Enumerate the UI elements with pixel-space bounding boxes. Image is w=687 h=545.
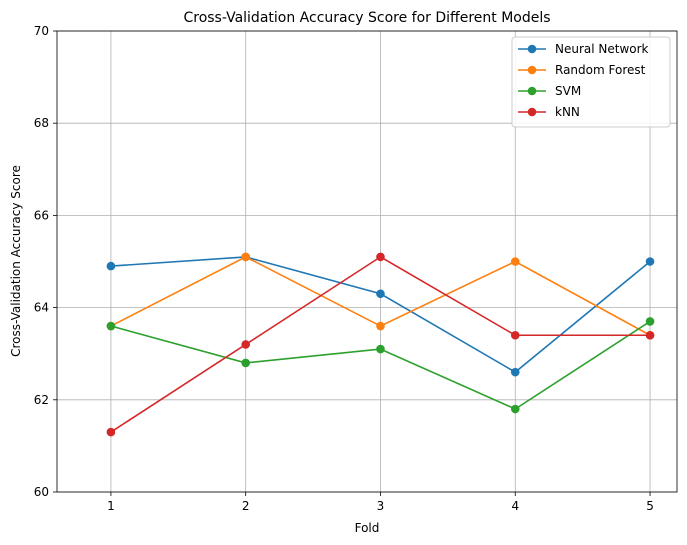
legend-item-neural-network: Neural Network <box>518 42 649 56</box>
y-axis-label: Cross-Validation Accuracy Score <box>9 165 23 357</box>
data-point-svm <box>376 344 385 354</box>
legend: Neural Network Random Forest SVM kNN <box>511 36 671 128</box>
y-tick-label: 68 <box>34 116 49 130</box>
legend-label: kNN <box>555 105 580 119</box>
legend-swatch-marker <box>527 65 537 75</box>
x-tick-label: 2 <box>242 499 250 513</box>
data-point-svm <box>106 321 116 331</box>
data-point-neural-network <box>510 367 520 377</box>
plot-frame <box>56 30 678 493</box>
data-point-knn <box>510 330 520 340</box>
series-layer <box>106 252 655 437</box>
y-tick-label: 60 <box>34 485 49 499</box>
data-point-svm <box>645 317 655 326</box>
y-tick-label: 66 <box>34 208 49 222</box>
data-point-random-forest <box>241 252 250 262</box>
data-point-neural-network <box>645 257 655 266</box>
data-point-knn <box>645 330 655 340</box>
y-tick-label: 64 <box>34 301 49 315</box>
x-tick-label: 3 <box>377 499 385 513</box>
chart-title: Cross-Validation Accuracy Score for Diff… <box>183 10 550 26</box>
x-axis-label: Fold <box>355 521 380 535</box>
series-svm <box>106 317 655 414</box>
data-point-neural-network <box>376 289 385 299</box>
y-axis-ticks: 60 62 64 66 68 70 <box>34 24 57 499</box>
data-point-knn <box>241 340 250 349</box>
legend-swatch-marker <box>527 86 537 96</box>
legend-label: Neural Network <box>555 42 649 56</box>
legend-box <box>511 36 671 128</box>
legend-swatch-marker <box>527 107 537 117</box>
x-tick-label: 4 <box>511 499 519 513</box>
data-point-random-forest <box>510 257 520 266</box>
data-point-svm <box>510 404 520 414</box>
data-point-random-forest <box>376 321 385 331</box>
legend-swatch-marker <box>527 44 537 54</box>
data-point-knn <box>376 252 385 262</box>
y-tick-label: 70 <box>34 24 49 38</box>
x-axis-ticks: 1 2 3 4 5 <box>107 492 654 513</box>
legend-label: SVM <box>555 84 581 98</box>
legend-item-knn: kNN <box>518 105 580 119</box>
data-point-svm <box>241 358 250 368</box>
data-point-neural-network <box>106 261 116 271</box>
y-tick-label: 62 <box>34 393 49 407</box>
legend-label: Random Forest <box>555 63 646 77</box>
x-tick-label: 1 <box>107 499 115 513</box>
data-point-knn <box>106 427 116 437</box>
x-tick-label: 5 <box>646 499 654 513</box>
legend-item-random-forest: Random Forest <box>518 63 646 77</box>
series-knn <box>106 252 655 437</box>
legend-item-svm: SVM <box>518 84 581 98</box>
